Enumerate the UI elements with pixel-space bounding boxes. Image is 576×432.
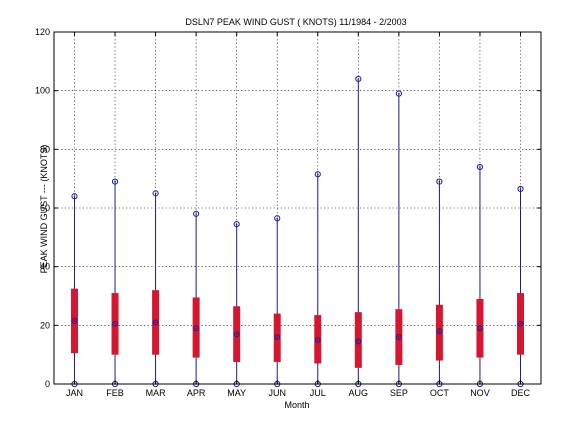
max-marker [71,193,78,200]
y-tick-label: 60 [40,203,50,213]
max-marker-dot [438,180,441,183]
y-axis-title: PEAK WIND GUST --- (KNOTS) [39,145,49,274]
x-tick-label: OCT [430,388,450,398]
median-marker-dot [235,333,238,335]
x-axis-title: Month [284,400,309,410]
median-marker-dot [276,336,279,338]
max-marker [436,178,443,185]
iqr-box [354,312,362,368]
box-jun [273,215,281,388]
max-marker-dot [154,192,157,195]
max-marker-dot [235,223,238,225]
max-marker-dot [195,213,197,215]
max-marker [274,215,281,222]
median-marker [193,325,200,332]
x-tick-label: JUN [268,388,286,398]
median-marker-dot [114,323,116,325]
median-marker [395,334,402,340]
max-marker-dot [73,195,76,198]
max-marker-dot [114,180,116,183]
median-marker [152,319,159,326]
box-feb [111,178,119,388]
y-tick-label: 0 [45,379,50,389]
max-marker [395,90,402,97]
median-marker-dot [154,321,157,324]
median-marker [71,318,78,324]
x-tick-label: AUG [349,388,369,398]
box-jul [314,171,322,388]
y-axis: 0 20 40 60 80 100 120 [35,27,541,389]
box-mar [152,190,160,388]
x-tick-label: MAR [146,388,167,398]
iqr-box [435,304,443,361]
y-tick-label: 20 [40,320,50,330]
max-marker-dot [357,78,360,80]
x-tick-label: FEB [106,388,124,398]
max-marker [152,190,159,197]
x-tick-label: SEP [390,388,408,398]
max-marker-dot [276,217,279,220]
median-marker [233,331,240,338]
max-marker-dot [479,166,481,168]
plot-area [71,75,524,388]
y-tick-label: 120 [35,27,50,37]
x-tick-label: APR [187,388,206,398]
y-tick-label: 100 [35,86,50,96]
max-marker [476,163,484,171]
median-marker [112,320,118,327]
median-marker [274,334,281,340]
box-sep [395,90,403,388]
box-jan [71,193,78,388]
box-oct [435,178,443,388]
box-nov [476,163,484,388]
max-marker-dot [519,188,522,190]
box-aug [354,75,362,388]
median-marker [517,320,524,327]
x-axis: JAN FEB MAR APR MAY JUN JUL AUG SEP OCT NOV DEC [66,32,531,398]
median-marker-dot [519,323,522,325]
max-marker [517,185,524,193]
max-marker-dot [316,173,319,176]
max-marker [355,75,362,83]
median-marker-dot [398,336,400,338]
median-marker [314,337,321,343]
y-tick-label: 40 [40,262,50,272]
x-tick-label: JUL [310,388,326,398]
x-tick-label: JAN [66,388,83,398]
median-marker-dot [316,339,319,341]
median-marker [477,325,483,332]
median-marker-dot [357,340,360,343]
median-marker-dot [479,327,481,330]
max-marker-dot [398,92,400,95]
median-marker-dot [73,320,76,322]
grid-lines [54,32,541,384]
x-tick-label: NOV [470,388,490,398]
box-dec [517,185,524,388]
box-apr [192,210,200,388]
max-marker [111,178,119,185]
median-marker [355,338,362,345]
x-tick-label: DEC [511,388,531,398]
max-marker [233,221,240,228]
max-marker [193,210,200,217]
max-marker [314,171,321,178]
y-tick-label: 80 [40,144,50,154]
median-marker-dot [438,330,441,333]
median-marker-dot [195,327,197,330]
median-marker [436,328,443,335]
x-tick-label: MAY [227,388,246,398]
box-may [233,221,241,388]
chart-title: DSLN7 PEAK WIND GUST ( KNOTS) 11/1984 - … [185,17,406,27]
